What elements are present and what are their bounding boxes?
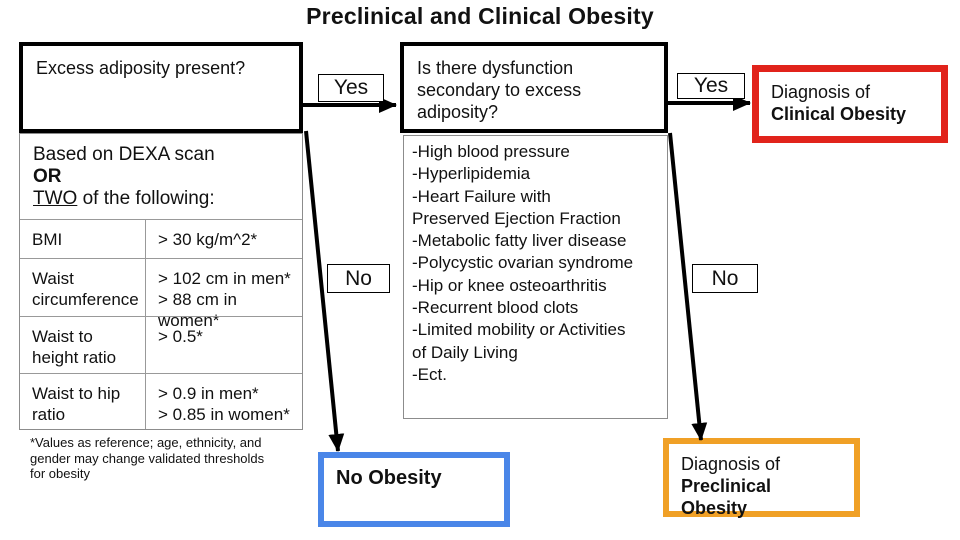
list-item: Preserved Ejection Fraction xyxy=(412,208,621,228)
label-no-right: No xyxy=(692,264,758,293)
question-text-line: Is there dysfunction xyxy=(417,58,574,78)
label-yes-right: Yes xyxy=(677,73,745,99)
table-row-waist-circumference: Waist circumference > 102 cm in men* > 8… xyxy=(20,257,302,330)
list-item: -High blood pressure xyxy=(412,142,570,161)
criterion-label: Waist circumference xyxy=(20,258,146,316)
list-item: -Limited mobility or Activities xyxy=(412,320,626,340)
criteria-intro-line3: TWO of the following: xyxy=(33,188,289,210)
list-item: -Hip or knee osteoarthritis xyxy=(412,275,607,295)
question-text: Excess adiposity present? xyxy=(36,58,246,78)
list-item: -Heart Failure with xyxy=(412,186,551,206)
list-item: -Ect. xyxy=(412,364,447,384)
diagram-title: Preclinical and Clinical Obesity xyxy=(306,3,654,29)
criteria-table: BMI > 30 kg/m^2* Waist circumference > 1… xyxy=(20,219,302,430)
criteria-intro-line1: Based on DEXA scan xyxy=(33,144,215,165)
criterion-value: > 30 kg/m^2* xyxy=(158,230,258,249)
outcome-text-line: No Obesity xyxy=(336,467,442,489)
criterion-label: Waist to hip ratio xyxy=(20,373,146,430)
criterion-label: Waist to height ratio xyxy=(20,316,146,373)
outcome-no-obesity: No Obesity xyxy=(318,452,510,527)
two-word: TWO xyxy=(33,188,78,209)
table-row-waist-height-ratio: Waist to height ratio > 0.5* xyxy=(20,315,302,373)
outcome-text-line: Diagnosis of xyxy=(771,82,871,102)
criterion-value: > 0.5* xyxy=(158,326,203,346)
footnote: *Values as reference; age, ethnicity, an… xyxy=(30,435,265,481)
criteria-intro-line2: OR xyxy=(33,166,62,187)
criterion-value: > 0.9 in men* > 0.85 in women* xyxy=(158,383,290,424)
table-row-bmi: BMI > 30 kg/m^2* xyxy=(20,219,302,258)
list-item: -Metabolic fatty liver disease xyxy=(412,231,627,251)
outcome-clinical-obesity: Diagnosis of Clinical Obesity xyxy=(752,65,948,143)
criterion-label: BMI xyxy=(20,220,146,258)
outcome-preclinical-obesity: Diagnosis of Preclinical Obesity xyxy=(663,438,860,518)
list-item: -Recurrent blood clots xyxy=(412,298,579,318)
label-no-left: No xyxy=(327,264,390,293)
question-text-line: secondary to excess xyxy=(417,80,582,100)
list-item: -Hyperlipidemia xyxy=(412,164,531,184)
two-rest: of the following: xyxy=(77,188,215,209)
criterion-value: > 102 cm in men* > 88 cm in women* xyxy=(158,268,291,330)
question-box-dysfunction: Is there dysfunction secondary to excess… xyxy=(400,42,668,133)
criteria-box: Based on DEXA scan OR TWO of the followi… xyxy=(19,133,303,430)
outcome-text-line: Preclinical Obesity xyxy=(681,476,772,518)
outcome-text-line: Clinical Obesity xyxy=(771,104,907,124)
question-box-excess-adiposity: Excess adiposity present? xyxy=(19,42,303,133)
criteria-intro: Based on DEXA scan OR TWO of the followi… xyxy=(20,134,302,220)
list-item: -Polycystic ovarian syndrome xyxy=(412,253,634,273)
outcome-text-line: Diagnosis of xyxy=(681,454,781,474)
table-row-waist-hip-ratio: Waist to hip ratio > 0.9 in men* > 0.85 … xyxy=(20,372,302,430)
dysfunction-list-box: -High blood pressure -Hyperlipidemia -He… xyxy=(403,135,668,419)
label-yes-left: Yes xyxy=(318,74,384,102)
question-text-line: adiposity? xyxy=(417,102,499,122)
list-item: of Daily Living xyxy=(412,342,518,362)
